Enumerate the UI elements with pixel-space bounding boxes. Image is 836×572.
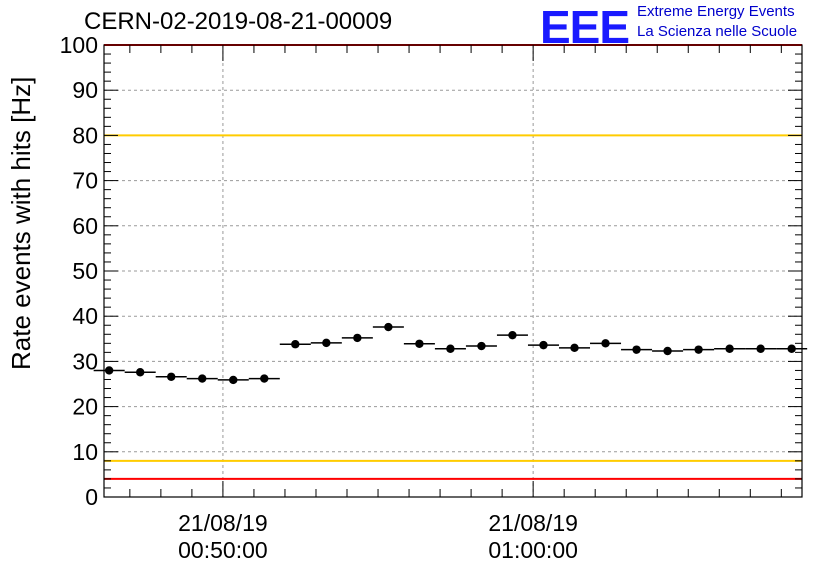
data-point <box>663 346 672 356</box>
y-tick-label: 70 <box>72 168 98 194</box>
y-tick-label: 0 <box>85 484 98 510</box>
data-point <box>477 341 486 351</box>
y-tick-label: 100 <box>60 32 98 58</box>
data-point <box>384 322 393 332</box>
data-point <box>322 338 331 348</box>
y-tick-label: 10 <box>72 439 98 465</box>
y-tick-label: 50 <box>72 258 98 284</box>
data-point <box>104 366 114 375</box>
data-point <box>353 333 362 343</box>
data-point <box>198 374 207 383</box>
logo-subtitle-line1: Extreme Energy Events <box>637 3 795 20</box>
x-tick-label-date: 21/08/19 <box>178 510 268 536</box>
data-point <box>167 372 176 381</box>
y-tick-label: 90 <box>72 77 98 103</box>
data-point <box>570 343 579 353</box>
logo-subtitle-line2: La Scienza nelle Scuole <box>637 23 798 40</box>
data-point <box>508 330 517 340</box>
data-point <box>632 345 641 354</box>
x-tick-label-date: 21/08/19 <box>488 510 578 536</box>
data-point <box>601 339 610 348</box>
data-point <box>756 344 765 353</box>
data-point <box>446 344 455 353</box>
data-point <box>291 340 300 349</box>
x-tick-label-time: 00:50:00 <box>178 537 268 563</box>
y-tick-label: 80 <box>72 122 98 148</box>
data-point <box>260 374 269 383</box>
y-tick-label: 60 <box>72 213 98 239</box>
data-point <box>694 345 703 354</box>
data-point <box>787 344 796 353</box>
data-point <box>539 340 548 350</box>
x-tick-label-time: 01:00:00 <box>488 537 578 563</box>
data-point <box>415 339 424 348</box>
y-tick-label: 40 <box>72 303 98 329</box>
y-tick-label: 20 <box>72 394 98 420</box>
data-point <box>725 344 734 353</box>
chart-title: CERN-02-2019-08-21-00009 <box>84 8 393 35</box>
data-point <box>135 368 145 377</box>
data-point <box>229 375 238 385</box>
